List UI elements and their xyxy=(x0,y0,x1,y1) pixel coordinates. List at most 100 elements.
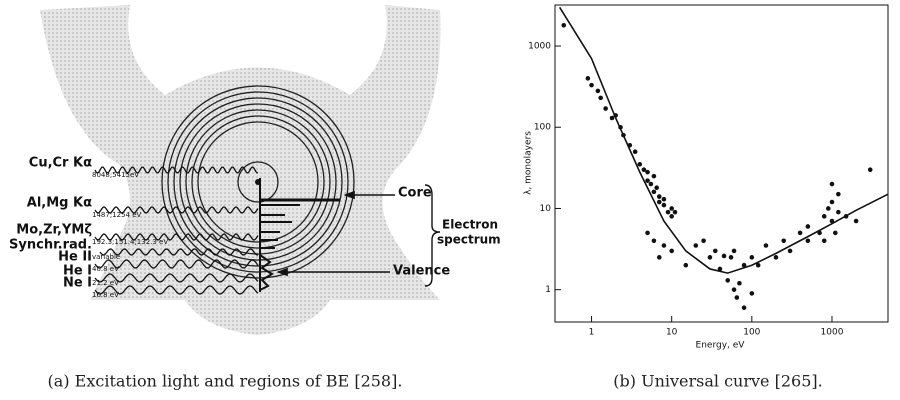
data-point xyxy=(669,248,674,254)
data-point xyxy=(829,199,835,205)
data-point xyxy=(618,124,623,130)
data-point xyxy=(731,287,737,292)
x-tick-label: 1000 xyxy=(821,328,844,338)
data-point xyxy=(598,95,603,101)
data-point xyxy=(728,255,734,260)
data-point xyxy=(853,218,859,224)
data-point xyxy=(734,295,740,300)
caption: (b) Universal curve [265]. xyxy=(613,372,822,391)
data-point xyxy=(749,255,755,260)
data-point xyxy=(826,206,831,211)
data-point xyxy=(595,88,601,94)
excitation-wave xyxy=(94,166,258,174)
data-point xyxy=(821,214,827,219)
source-energy: variable xyxy=(92,253,120,261)
data-point xyxy=(632,149,638,154)
source-energy: 192.3;151.4;132.3 eV xyxy=(92,238,168,246)
y-tick-label: 100 xyxy=(534,123,551,133)
data-point xyxy=(836,191,841,197)
y-tick-label: 10 xyxy=(540,204,552,214)
excitation-wave xyxy=(94,273,259,283)
data-point xyxy=(867,167,873,173)
data-point xyxy=(561,22,567,28)
data-point xyxy=(661,202,667,208)
data-point xyxy=(829,181,835,187)
spectrum-label: Electron xyxy=(442,218,498,232)
data-point xyxy=(654,185,659,191)
data-point xyxy=(645,169,650,175)
data-point xyxy=(693,243,699,248)
data-point xyxy=(817,230,822,236)
source-energy: 40.8 eV xyxy=(92,265,119,273)
excitation-wave xyxy=(94,259,259,269)
source-label: Mo,Zr,YMζ xyxy=(16,223,92,238)
data-point xyxy=(805,224,811,229)
universal-curve xyxy=(558,6,889,274)
x-axis-label: Energy, eV xyxy=(696,341,746,351)
data-point xyxy=(661,196,667,202)
source-energy: 1487;1254 eV xyxy=(92,211,142,219)
data-point xyxy=(651,189,657,195)
data-point xyxy=(641,167,647,173)
source-label: Cu,Cr Kα xyxy=(29,156,92,171)
source-label: Synchr.rad. xyxy=(9,238,92,253)
data-point xyxy=(589,82,594,88)
data-point xyxy=(627,142,633,148)
data-point xyxy=(651,238,657,244)
y-tick-label: 1 xyxy=(545,285,551,295)
data-point xyxy=(613,113,618,118)
x-tick-label: 10 xyxy=(666,328,678,338)
data-point xyxy=(707,255,713,260)
data-point xyxy=(672,209,678,215)
data-point xyxy=(741,262,747,268)
y-tick-label: 1000 xyxy=(528,42,551,52)
data-point xyxy=(843,214,849,219)
data-point xyxy=(712,248,718,254)
spectrum xyxy=(259,178,340,292)
valence-label: Valence xyxy=(393,264,450,279)
source-energy: 16.8 eV xyxy=(92,291,119,299)
spectrum-label: spectrum xyxy=(437,233,501,247)
data-point xyxy=(821,238,827,244)
data-point xyxy=(731,248,737,254)
data-point xyxy=(661,243,667,248)
data-point xyxy=(585,76,591,81)
data-point xyxy=(773,255,779,260)
data-point xyxy=(717,266,723,272)
background-shape xyxy=(40,5,441,300)
diagram: Core Valence Electron spectrum Cu,Cr Kα8… xyxy=(9,5,501,335)
data-point xyxy=(621,132,626,138)
data-point xyxy=(683,262,689,268)
data-point xyxy=(829,218,835,224)
data-point xyxy=(609,115,615,121)
source-energy: 8048;5415eV xyxy=(92,171,139,179)
data-point xyxy=(637,161,643,167)
data-point xyxy=(755,262,761,268)
chart: Energy, eV λ, monolayers 1 10 100 1000 1 10 10… xyxy=(524,4,889,351)
data-point xyxy=(669,214,674,219)
core-label: Core xyxy=(398,186,432,201)
data-point xyxy=(656,255,662,260)
data-point xyxy=(805,238,811,244)
source-label: Ne I xyxy=(63,276,92,291)
bracket xyxy=(424,184,441,287)
excitation-wave xyxy=(94,233,259,241)
source-label: He I xyxy=(63,264,92,279)
data-point xyxy=(645,230,650,236)
data-point xyxy=(603,106,608,111)
data-point xyxy=(763,243,769,248)
data-point xyxy=(787,248,793,254)
data-point xyxy=(651,173,657,179)
data-point xyxy=(725,278,731,283)
data-point xyxy=(656,199,662,205)
plot-frame xyxy=(554,4,889,323)
source-label: He II xyxy=(58,250,92,265)
data-point xyxy=(669,206,674,211)
x-tick-label: 1 xyxy=(589,328,595,338)
data-point xyxy=(656,194,662,199)
data-point xyxy=(645,178,650,183)
data-point xyxy=(797,230,803,236)
excitation-wave xyxy=(99,248,258,256)
